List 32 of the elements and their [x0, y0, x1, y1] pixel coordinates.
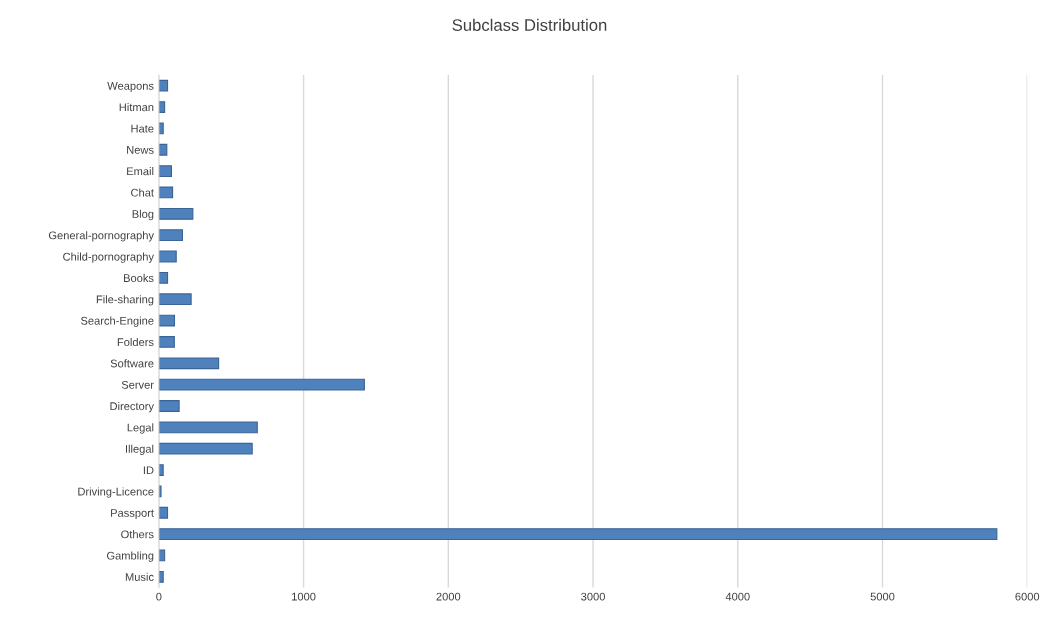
y-tick-label: General-pornography [48, 231, 154, 242]
y-tick-label: Illegal [125, 444, 154, 456]
y-tick-label: Music [125, 572, 154, 581]
y-tick-label: Child-pornography [63, 252, 154, 263]
y-tick-label: Hitman [119, 103, 154, 112]
y-tick-label: File-sharing [96, 295, 154, 306]
y-tick-label: Chat [131, 188, 154, 197]
y-tick-label: Weapons [107, 82, 154, 93]
chart-title: Subclass Distribution [452, 18, 607, 31]
x-tick-label: 1000 [292, 592, 316, 601]
y-tick-label: Others [121, 530, 154, 539]
y-tick-label: Search-Engine [81, 316, 154, 327]
y-tick-label: Driving-Licence [78, 487, 154, 498]
y-tick-label: Server [121, 380, 154, 389]
y-tick-label: Hate [131, 124, 154, 133]
y-tick-label: Software [110, 359, 154, 368]
y-tick-label: News [127, 146, 154, 154]
y-tick-label: Passport [111, 509, 154, 520]
y-tick-label: Folders [117, 337, 154, 347]
y-tick-label: Books [124, 273, 154, 282]
x-tick-label: 5000 [870, 592, 895, 601]
y-tick-label: Email [127, 167, 154, 176]
x-tick-label: 2000 [436, 592, 461, 601]
x-tick-label: 3000 [581, 592, 605, 601]
y-tick-label: Gambling [107, 551, 154, 562]
x-tick-label: 6000 [1015, 592, 1040, 601]
x-tick-label: 4000 [725, 592, 750, 601]
y-tick-label: ID [143, 466, 154, 475]
y-tick-label: Directory [110, 401, 154, 413]
y-tick-label: Legal [127, 423, 154, 434]
y-tick-label: Blog [132, 209, 154, 221]
x-tick-label: 0 [156, 592, 162, 601]
